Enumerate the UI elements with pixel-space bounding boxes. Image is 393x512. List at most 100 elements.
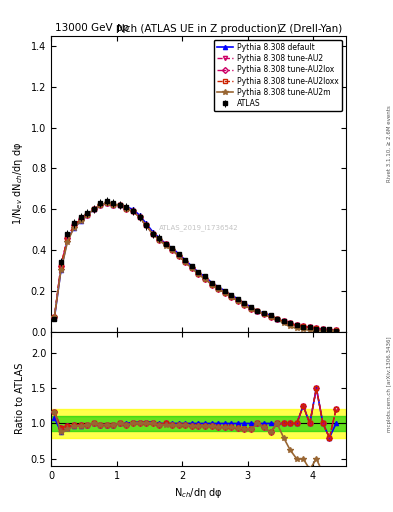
Pythia 8.308 tune-AU2lox <box>85 212 90 218</box>
Pythia 8.308 tune-AU2m <box>275 316 279 323</box>
Text: ATLAS_2019_I1736542: ATLAS_2019_I1736542 <box>159 225 238 231</box>
Pythia 8.308 tune-AU2loxx <box>203 275 208 282</box>
Pythia 8.308 default <box>72 224 76 230</box>
Pythia 8.308 tune-AU2 <box>229 294 233 300</box>
Pythia 8.308 tune-AU2loxx <box>307 325 312 331</box>
Pythia 8.308 tune-AU2loxx <box>262 311 266 317</box>
Pythia 8.308 tune-AU2loxx <box>248 306 253 312</box>
Pythia 8.308 tune-AU2 <box>301 324 306 330</box>
Pythia 8.308 tune-AU2lox <box>150 230 155 237</box>
Pythia 8.308 default <box>321 327 325 333</box>
Pythia 8.308 tune-AU2loxx <box>163 241 168 247</box>
Pythia 8.308 tune-AU2loxx <box>288 321 292 327</box>
Pythia 8.308 tune-AU2loxx <box>222 290 227 296</box>
Pythia 8.308 tune-AU2lox <box>216 286 220 292</box>
Line: Pythia 8.308 tune-AU2: Pythia 8.308 tune-AU2 <box>52 201 338 332</box>
Pythia 8.308 tune-AU2m <box>314 328 319 334</box>
Pythia 8.308 tune-AU2m <box>222 290 227 296</box>
Pythia 8.308 tune-AU2m <box>255 308 260 314</box>
Pythia 8.308 tune-AU2 <box>235 298 240 304</box>
Pythia 8.308 tune-AU2m <box>78 218 83 224</box>
Pythia 8.308 tune-AU2m <box>183 259 188 265</box>
Pythia 8.308 default <box>242 300 247 306</box>
Pythia 8.308 default <box>235 296 240 302</box>
Pythia 8.308 tune-AU2 <box>78 216 83 222</box>
Pythia 8.308 tune-AU2 <box>262 311 266 317</box>
Pythia 8.308 tune-AU2 <box>203 275 208 282</box>
Pythia 8.308 tune-AU2m <box>248 306 253 312</box>
Pythia 8.308 tune-AU2 <box>105 200 109 206</box>
Line: Pythia 8.308 tune-AU2m: Pythia 8.308 tune-AU2m <box>51 200 339 334</box>
Pythia 8.308 tune-AU2loxx <box>209 282 214 288</box>
Pythia 8.308 tune-AU2 <box>91 206 96 212</box>
Pythia 8.308 tune-AU2m <box>65 239 70 245</box>
Pythia 8.308 tune-AU2 <box>314 326 319 332</box>
Pythia 8.308 tune-AU2m <box>144 222 149 228</box>
Pythia 8.308 tune-AU2m <box>321 328 325 334</box>
Pythia 8.308 default <box>170 245 174 251</box>
Pythia 8.308 default <box>209 280 214 286</box>
Pythia 8.308 tune-AU2m <box>105 200 109 206</box>
Pythia 8.308 default <box>124 204 129 210</box>
Pythia 8.308 tune-AU2 <box>137 214 142 220</box>
Pythia 8.308 tune-AU2lox <box>334 327 338 333</box>
Pythia 8.308 default <box>203 273 208 280</box>
Pythia 8.308 tune-AU2loxx <box>281 318 286 325</box>
Pythia 8.308 tune-AU2lox <box>72 222 76 228</box>
Pythia 8.308 tune-AU2lox <box>301 324 306 330</box>
Pythia 8.308 default <box>105 200 109 206</box>
Pythia 8.308 tune-AU2m <box>268 314 273 321</box>
Pythia 8.308 tune-AU2lox <box>281 318 286 325</box>
Pythia 8.308 tune-AU2 <box>255 308 260 314</box>
Pythia 8.308 default <box>334 328 338 334</box>
Pythia 8.308 tune-AU2m <box>209 282 214 288</box>
Line: Pythia 8.308 tune-AU2lox: Pythia 8.308 tune-AU2lox <box>52 201 338 332</box>
Pythia 8.308 default <box>314 326 319 332</box>
Pythia 8.308 default <box>176 251 181 257</box>
Pythia 8.308 tune-AU2lox <box>144 222 149 228</box>
Pythia 8.308 tune-AU2lox <box>268 314 273 321</box>
Pythia 8.308 tune-AU2loxx <box>275 316 279 323</box>
Pythia 8.308 tune-AU2lox <box>176 253 181 259</box>
Pythia 8.308 tune-AU2loxx <box>176 253 181 259</box>
Pythia 8.308 tune-AU2 <box>170 247 174 253</box>
Pythia 8.308 tune-AU2loxx <box>216 286 220 292</box>
Pythia 8.308 default <box>281 318 286 325</box>
Pythia 8.308 tune-AU2 <box>307 325 312 331</box>
Pythia 8.308 tune-AU2lox <box>229 294 233 300</box>
Bar <box>51 416 346 431</box>
Pythia 8.308 tune-AU2m <box>229 294 233 300</box>
Pythia 8.308 default <box>248 304 253 310</box>
Pythia 8.308 tune-AU2 <box>72 222 76 228</box>
Pythia 8.308 tune-AU2 <box>124 206 129 212</box>
Pythia 8.308 default <box>301 324 306 330</box>
Pythia 8.308 tune-AU2 <box>242 302 247 308</box>
Pythia 8.308 tune-AU2m <box>307 327 312 333</box>
Pythia 8.308 tune-AU2lox <box>52 314 57 321</box>
Pythia 8.308 tune-AU2 <box>216 286 220 292</box>
Pythia 8.308 tune-AU2 <box>150 230 155 237</box>
Pythia 8.308 tune-AU2lox <box>203 275 208 282</box>
Pythia 8.308 tune-AU2lox <box>327 327 332 333</box>
Pythia 8.308 tune-AU2m <box>189 265 194 271</box>
Pythia 8.308 default <box>262 310 266 316</box>
Pythia 8.308 tune-AU2loxx <box>150 230 155 237</box>
Pythia 8.308 tune-AU2m <box>327 328 332 334</box>
Pythia 8.308 tune-AU2m <box>262 311 266 317</box>
Pythia 8.308 tune-AU2m <box>294 326 299 332</box>
Text: Rivet 3.1.10, ≥ 2.6M events: Rivet 3.1.10, ≥ 2.6M events <box>387 105 392 182</box>
Pythia 8.308 tune-AU2loxx <box>189 265 194 271</box>
Pythia 8.308 tune-AU2loxx <box>130 208 135 215</box>
Pythia 8.308 tune-AU2lox <box>314 326 319 332</box>
Pythia 8.308 tune-AU2lox <box>255 308 260 314</box>
Pythia 8.308 default <box>85 212 90 218</box>
Pythia 8.308 tune-AU2lox <box>105 200 109 206</box>
Pythia 8.308 tune-AU2loxx <box>314 326 319 332</box>
Pythia 8.308 tune-AU2loxx <box>105 200 109 206</box>
Pythia 8.308 tune-AU2lox <box>262 311 266 317</box>
Pythia 8.308 tune-AU2m <box>52 314 57 321</box>
Pythia 8.308 tune-AU2m <box>85 212 90 218</box>
Pythia 8.308 default <box>91 206 96 212</box>
Pythia 8.308 default <box>52 315 57 322</box>
Pythia 8.308 tune-AU2 <box>176 253 181 259</box>
